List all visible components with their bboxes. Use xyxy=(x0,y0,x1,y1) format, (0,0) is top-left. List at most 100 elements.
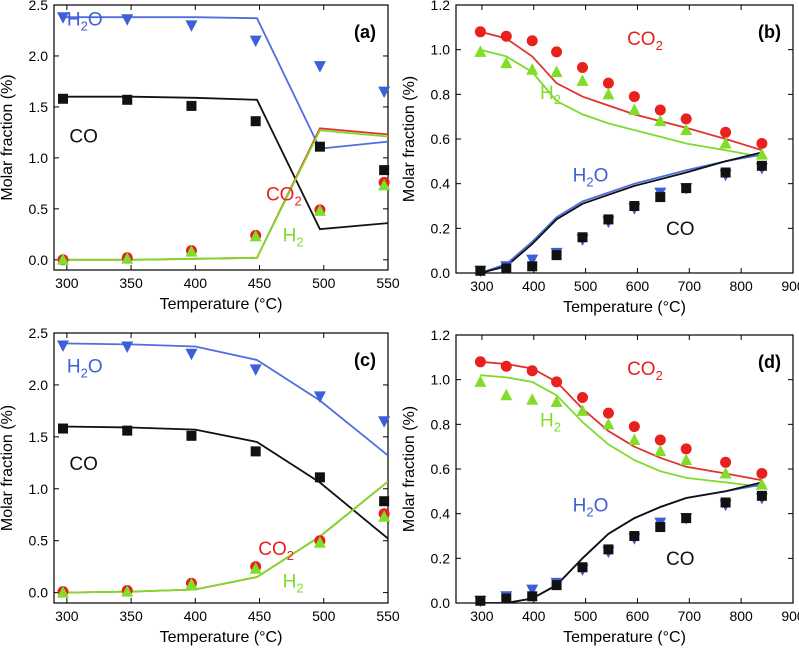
x-tick-label: 550 xyxy=(376,608,400,624)
model-line-h2 xyxy=(480,48,763,158)
marker-h2o xyxy=(185,20,198,32)
x-tick-label: 600 xyxy=(626,608,650,624)
x-tick-label: 400 xyxy=(522,278,546,294)
species-label-h2o: H2O xyxy=(573,495,609,519)
marker-co xyxy=(681,183,692,194)
marker-h2 xyxy=(378,178,391,191)
marker-h2o xyxy=(185,348,198,361)
marker-co xyxy=(314,472,325,483)
y-axis-label: Molar fraction (%) xyxy=(0,405,16,531)
species-label-h2: H2 xyxy=(283,571,304,595)
x-tick-label: 500 xyxy=(574,608,598,624)
species-label-co: CO xyxy=(666,219,695,240)
marker-co xyxy=(720,497,731,508)
species-label-h2: H2 xyxy=(540,83,561,107)
panel-label: (b) xyxy=(758,22,781,42)
species-label-co2: CO2 xyxy=(258,539,294,563)
x-tick-label: 900 xyxy=(781,608,799,624)
marker-h2o xyxy=(121,14,134,26)
model-line-h2 xyxy=(480,374,763,488)
model-lines xyxy=(60,16,388,261)
model-line-co2 xyxy=(60,127,388,261)
y-tick-label: 1.0 xyxy=(29,150,49,166)
marker-h2 xyxy=(249,229,262,242)
marker-co2 xyxy=(551,46,563,58)
marker-co xyxy=(122,425,133,436)
x-tick-label: 500 xyxy=(574,278,598,294)
species-label-co: CO xyxy=(69,454,98,475)
marker-co2 xyxy=(474,26,486,38)
y-tick-label: 0.4 xyxy=(431,176,451,192)
data-markers xyxy=(56,340,391,598)
y-tick-label: 0.4 xyxy=(431,506,451,522)
marker-co xyxy=(250,116,261,127)
marker-h2 xyxy=(628,103,641,115)
marker-co xyxy=(720,167,731,178)
x-tick-label: 400 xyxy=(522,608,546,624)
marker-co2 xyxy=(628,421,640,433)
y-tick-label: 0.0 xyxy=(29,252,49,268)
y-tick-label: 0.5 xyxy=(29,201,49,217)
species-label-co2: CO2 xyxy=(266,185,302,209)
marker-h2 xyxy=(500,388,513,401)
species-label-co: CO xyxy=(69,127,98,148)
x-tick-label: 350 xyxy=(119,275,143,291)
panel-b: 300 400 500 600 700 800 900 0.0 0.2 0.4 0.6 0.8 1.0 1… xyxy=(401,0,799,316)
x-tick-label: 800 xyxy=(729,278,753,294)
marker-co xyxy=(655,522,666,533)
marker-co xyxy=(577,562,588,573)
y-tick-label: 1.5 xyxy=(29,99,49,115)
axes-frame xyxy=(53,332,389,604)
marker-h2 xyxy=(755,478,768,490)
y-tick-label: 0.0 xyxy=(431,265,451,281)
x-axis-label: Temperature (°C) xyxy=(160,629,283,646)
marker-co xyxy=(577,232,588,243)
y-tick-label: 2.0 xyxy=(29,377,49,393)
model-lines xyxy=(480,360,763,603)
model-line-co xyxy=(480,481,763,603)
data-markers xyxy=(474,356,768,608)
marker-h2 xyxy=(185,577,198,590)
marker-h2 xyxy=(654,114,667,127)
x-tick-label: 700 xyxy=(678,278,702,294)
marker-h2 xyxy=(249,562,262,574)
x-tick-label: 700 xyxy=(678,608,702,624)
marker-h2 xyxy=(185,245,198,257)
marker-co xyxy=(629,201,640,211)
marker-h2o xyxy=(121,341,134,353)
marker-h2 xyxy=(719,136,732,149)
marker-h2 xyxy=(56,586,69,598)
marker-co xyxy=(681,513,692,524)
marker-h2 xyxy=(628,433,641,445)
panel-label: (d) xyxy=(758,352,781,372)
y-tick-label: 0.6 xyxy=(431,461,451,477)
marker-co2 xyxy=(551,376,563,388)
marker-co xyxy=(527,261,538,272)
marker-co xyxy=(501,263,512,274)
marker-h2 xyxy=(500,56,513,69)
model-line-co2 xyxy=(480,30,763,152)
panel-a: 300 350 400 450 500 550 0.0 0.5 1.0 1.5 2.0 2.5 Temp… xyxy=(0,0,400,313)
marker-co2 xyxy=(577,62,589,74)
x-tick-label: 600 xyxy=(626,278,650,294)
marker-h2 xyxy=(680,123,693,136)
marker-co xyxy=(57,423,68,434)
species-label-h2o: H2O xyxy=(67,356,103,380)
model-line-h2 xyxy=(60,480,388,594)
model-lines xyxy=(60,342,388,594)
model-line-co xyxy=(60,95,388,231)
marker-co xyxy=(122,94,133,105)
marker-h2o xyxy=(378,416,391,428)
marker-co2 xyxy=(680,113,692,125)
marker-h2o xyxy=(526,254,539,267)
marker-co xyxy=(314,141,325,152)
marker-co xyxy=(551,580,562,591)
model-line-h2o xyxy=(60,342,388,457)
y-tick-label: 1.0 xyxy=(431,372,451,388)
marker-co xyxy=(527,591,538,602)
marker-co xyxy=(379,165,390,176)
marker-co2 xyxy=(654,104,666,116)
marker-co2 xyxy=(500,30,512,42)
marker-co xyxy=(629,531,640,541)
model-line-h2o xyxy=(480,153,763,273)
